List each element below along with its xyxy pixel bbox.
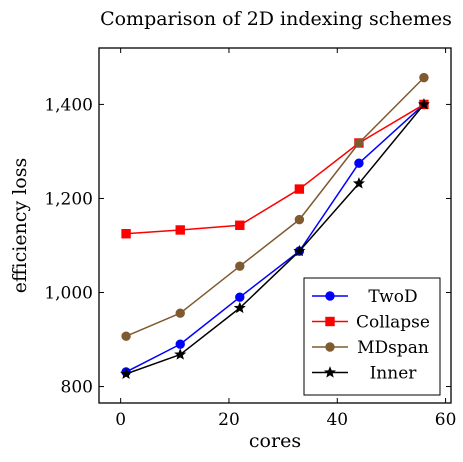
data-point-mdspan bbox=[235, 261, 245, 271]
series-collapse bbox=[121, 99, 429, 239]
data-point-twod bbox=[235, 292, 245, 302]
data-point-collapse bbox=[175, 225, 185, 235]
legend-label-twod: TwoD bbox=[368, 287, 417, 307]
data-point-twod bbox=[175, 339, 185, 349]
data-point-inner bbox=[174, 348, 187, 360]
y-axis-ticks: 800 1,000 1,200 1,400 bbox=[44, 95, 451, 398]
series-mdspan bbox=[121, 72, 429, 341]
legend-label-mdspan: MDspan bbox=[357, 338, 429, 358]
legend-marker-inner bbox=[323, 366, 337, 378]
data-point-inner bbox=[352, 177, 365, 189]
legend: TwoD Collapse MDspan Inner bbox=[303, 277, 441, 396]
data-point-collapse bbox=[294, 184, 305, 194]
data-point-collapse bbox=[121, 229, 131, 239]
legend-item-twod: TwoD bbox=[312, 287, 418, 307]
y-tick-label: 1,200 bbox=[44, 189, 93, 209]
data-point-inner bbox=[233, 301, 246, 314]
y-tick-label: 1,000 bbox=[44, 284, 93, 304]
x-axis-label: cores bbox=[249, 430, 301, 452]
plot-area: 0 20 40 60 800 1,000 1,200 1,400 bbox=[44, 47, 456, 430]
series-line-mdspan bbox=[125, 77, 425, 337]
y-tick-label: 1,400 bbox=[44, 95, 93, 115]
x-tick-label: 20 bbox=[218, 410, 240, 430]
legend-item-mdspan: MDspan bbox=[312, 338, 429, 358]
data-point-inner bbox=[417, 98, 430, 110]
series-inner bbox=[120, 98, 430, 379]
data-point-inner bbox=[120, 367, 133, 379]
x-tick-label: 0 bbox=[115, 410, 126, 430]
y-axis-label: efficiency loss bbox=[9, 158, 31, 293]
chart-title: Comparison of 2D indexing schemes bbox=[100, 8, 452, 30]
data-point-mdspan bbox=[121, 331, 131, 341]
series-line-collapse bbox=[126, 103, 425, 235]
data-point-mdspan bbox=[294, 214, 305, 225]
data-point-mdspan bbox=[419, 72, 429, 83]
data-point-inner bbox=[293, 244, 306, 257]
legend-marker-mdspan bbox=[325, 342, 335, 352]
series-layer bbox=[120, 72, 430, 379]
legend-marker-collapse bbox=[325, 316, 335, 327]
series-line-inner bbox=[125, 103, 425, 375]
legend-item-inner: Inner bbox=[312, 364, 417, 384]
y-tick-label: 800 bbox=[61, 378, 93, 398]
data-point-mdspan bbox=[175, 308, 185, 318]
data-point-collapse bbox=[235, 220, 245, 230]
data-point-mdspan bbox=[354, 138, 364, 148]
series-line-twod bbox=[125, 103, 425, 373]
legend-label-inner: Inner bbox=[370, 364, 418, 384]
x-tick-label: 60 bbox=[435, 410, 457, 430]
x-axis-ticks: 0 20 40 60 bbox=[115, 48, 456, 430]
data-point-twod bbox=[354, 158, 364, 168]
legend-marker-twod bbox=[325, 291, 335, 301]
legend-item-collapse: Collapse bbox=[312, 313, 430, 333]
x-tick-label: 40 bbox=[326, 410, 348, 430]
legend-label-collapse: Collapse bbox=[356, 313, 430, 333]
plot-frame bbox=[98, 47, 452, 404]
